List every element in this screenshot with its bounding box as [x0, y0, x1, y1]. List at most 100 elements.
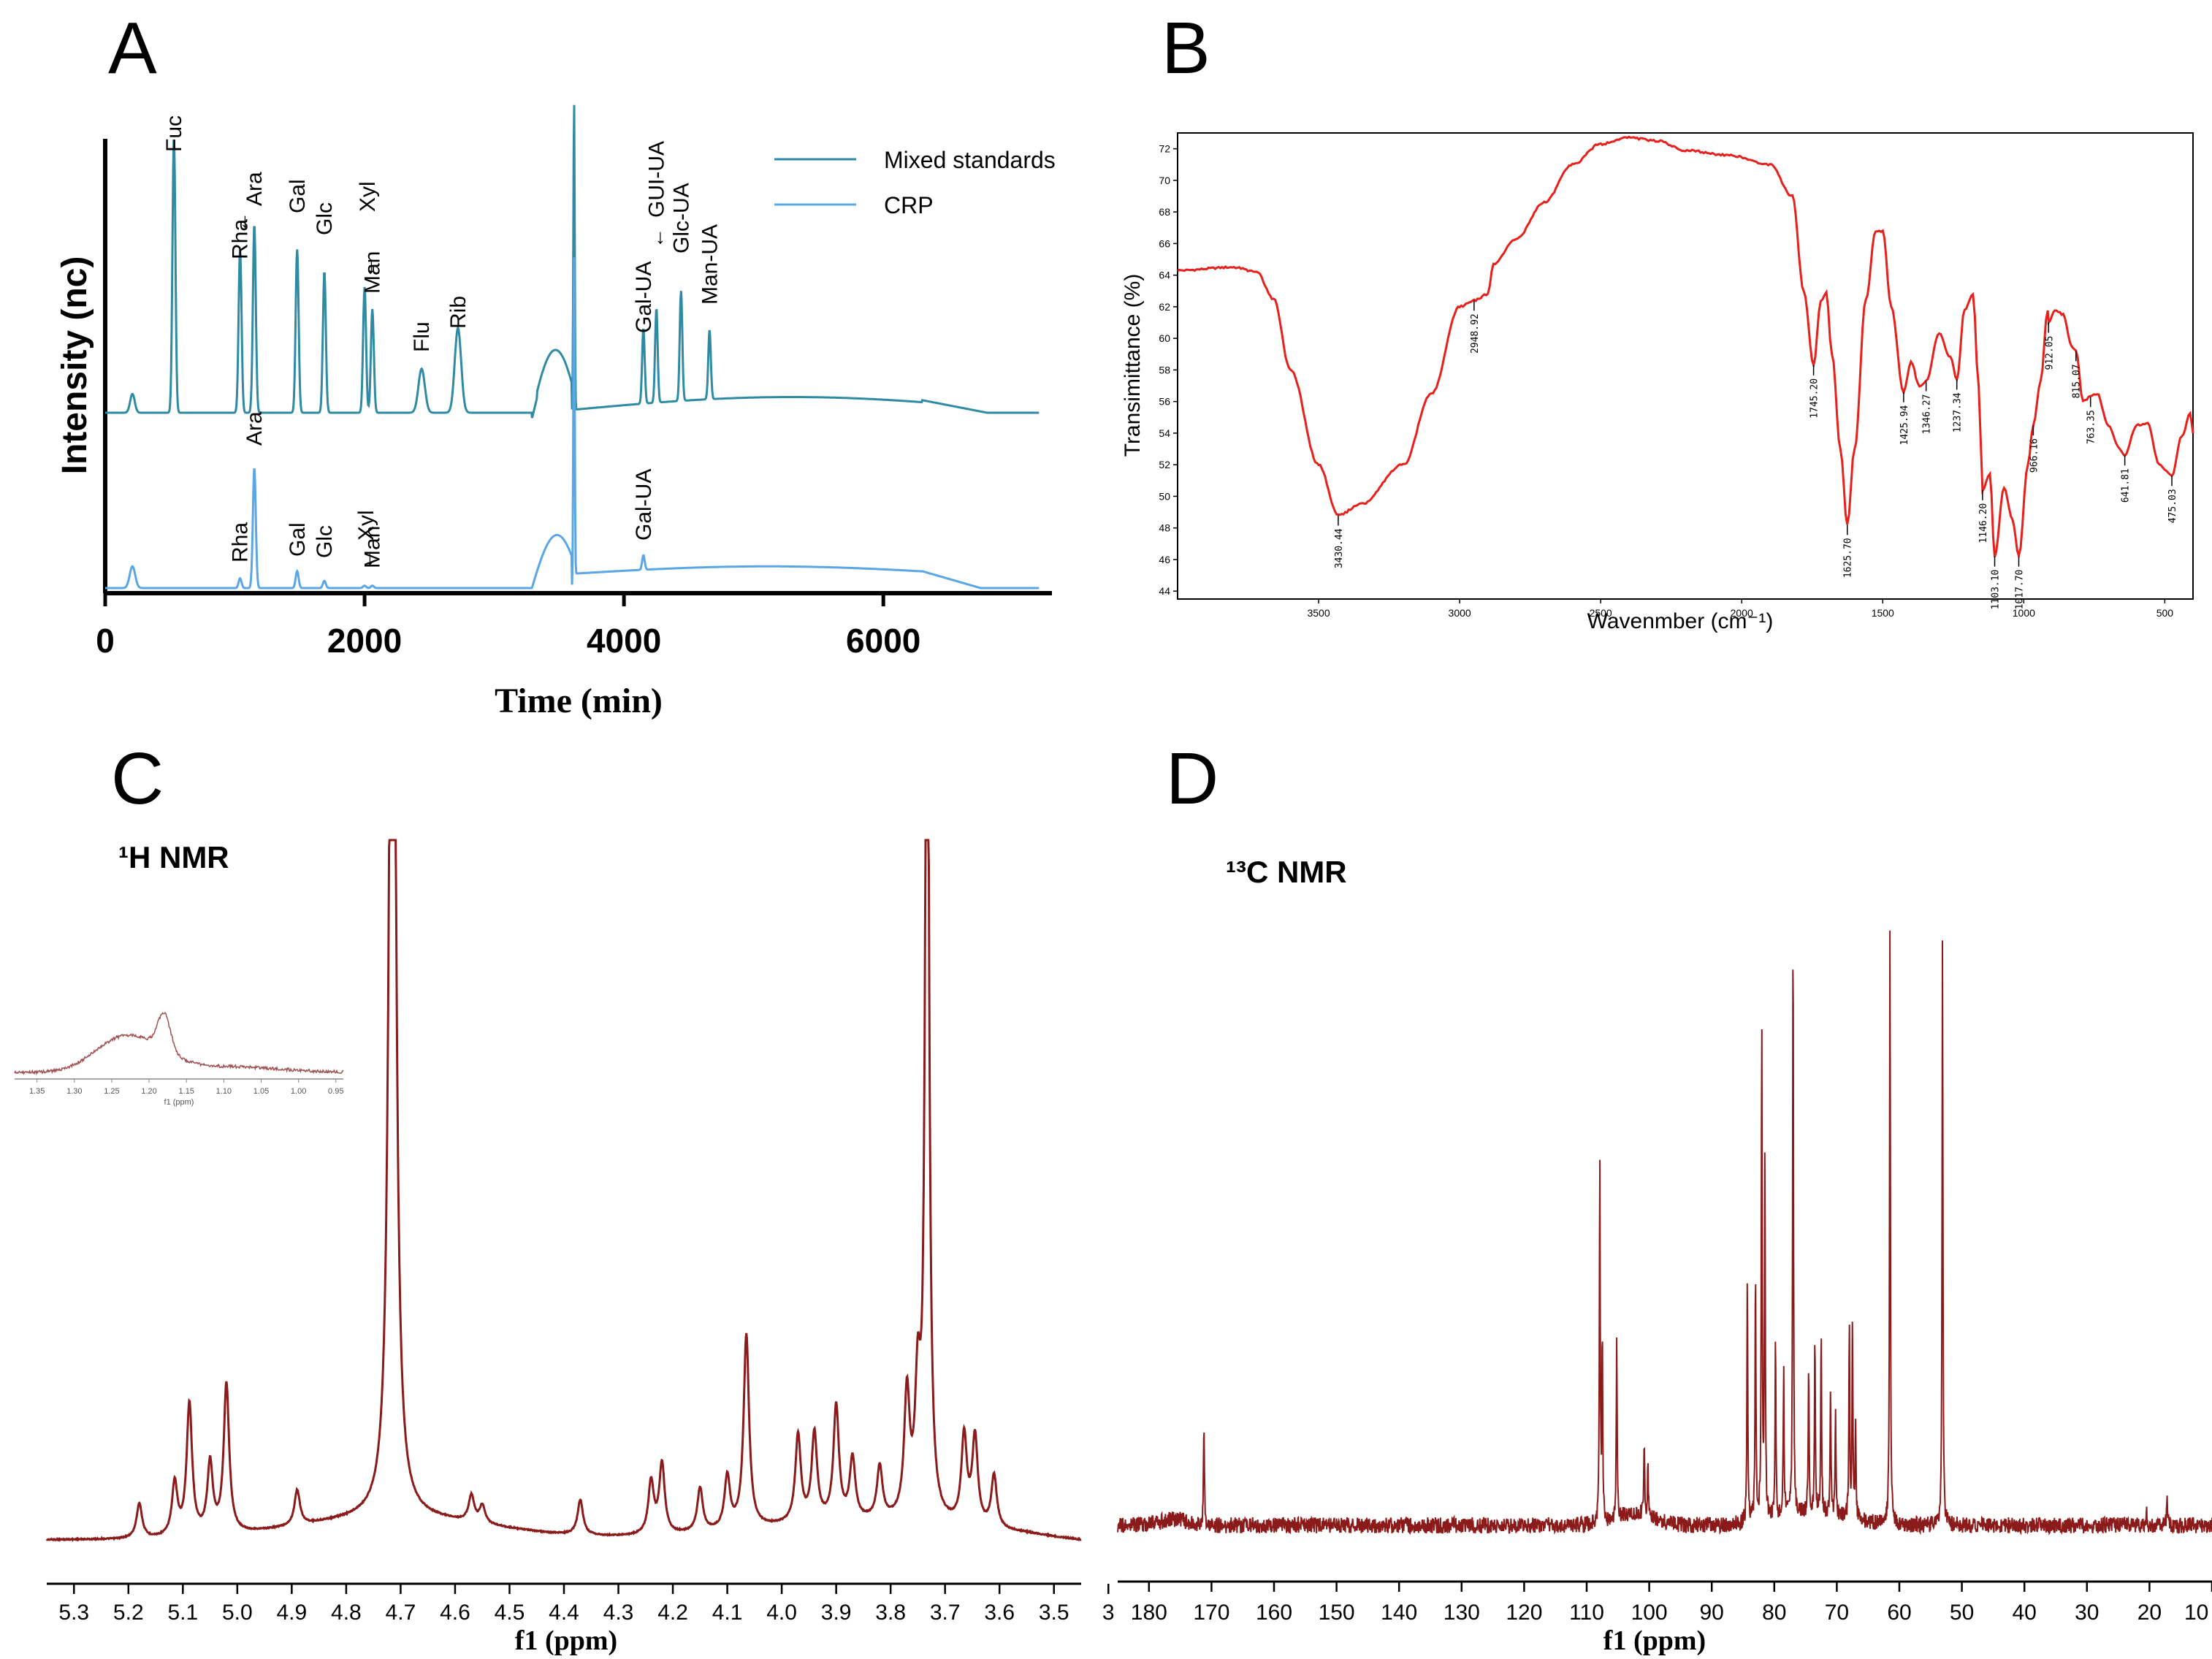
panel-c-x-tick-label-2: 5.1: [167, 1601, 198, 1625]
panel-b-x-tick-label-6: 500: [2156, 607, 2174, 619]
panel-d-13c-nmr: ¹³C NMR 180 170 160 150 140 130 120 110 100 90 80 7…: [1117, 855, 2212, 1656]
peak-label-1745-20: 1745.20: [1809, 378, 1820, 419]
panel-d-x-tick-label-15: 30: [2075, 1601, 2099, 1625]
inset-x-tick-label-3: 1.20: [141, 1087, 156, 1096]
panel-b-y-tick-label-14: 72: [1159, 143, 1170, 155]
peak-label-1237-34: 1237.34: [1953, 392, 1964, 432]
panel-b-y-tick-label-7: 58: [1159, 364, 1170, 375]
1h-nmr-spectrum-line: [45, 839, 1082, 1543]
panel-d-x-tick-label-9: 90: [1700, 1601, 1724, 1625]
panel-c-x-tick-label-6: 4.7: [386, 1601, 416, 1625]
inset-x-tick-label-8: 0.95: [328, 1087, 343, 1096]
panel-d-x-tick-label-14: 40: [2013, 1601, 2037, 1625]
panel-b-x-tick-label-0: 3500: [1307, 607, 1330, 619]
peak-label-2948-92: 2948.92: [1470, 313, 1481, 354]
panel-d-x-tick-label-5: 130: [1443, 1601, 1480, 1625]
panel-c-x-tick-label-12: 4.1: [712, 1601, 743, 1625]
std-peak-label-man-ua: Man-UA: [698, 224, 722, 305]
panel-c-x-tick-label-9: 4.4: [549, 1601, 579, 1625]
std-arrow-ara: ←: [230, 212, 253, 232]
peak-label-641-81: 641.81: [2121, 468, 2132, 503]
crp-peak-label-xyl: Xyl: [354, 510, 378, 541]
panel-c-inset: 1.35 1.30 1.25 1.20 1.15 1.10 1.05 1.00 0.95 f1 …: [14, 1012, 344, 1107]
panel-b-y-tick-label-5: 54: [1159, 427, 1170, 439]
panel-c-x-tick-label-1: 5.2: [113, 1601, 144, 1625]
panel-c-x-tick-label-4: 4.9: [277, 1601, 308, 1625]
panel-b-x-tick-label-1: 3000: [1449, 607, 1471, 619]
std-arrow-xyl: ←: [356, 257, 379, 278]
panel-d-x-tick-label-16: 20: [2137, 1601, 2162, 1625]
panel-d-x-tick-label-7: 110: [1569, 1601, 1604, 1625]
inset-x-label: f1 (ppm): [164, 1098, 194, 1107]
panel-b-y-tick-label-10: 64: [1159, 270, 1170, 281]
panel-b-x-tick-label-2: 2500: [1590, 607, 1612, 619]
panel-b-y-tick-label-6: 56: [1159, 396, 1170, 408]
std-arrow-gui-ua: ←: [646, 228, 668, 248]
inset-x-tick-label-6: 1.05: [253, 1087, 269, 1096]
panel-a-chromatogram: Intensity (nc) Time (min) 0 2000 4000 6000 …: [56, 104, 1056, 720]
panel-b-x-tick-label-4: 1500: [1872, 607, 1894, 619]
panel-b-x-tick-label-3: 2000: [1731, 607, 1753, 619]
peak-label-763-35: 763.35: [2086, 410, 2097, 444]
panel-c-x-tick-label-14: 3.9: [821, 1601, 852, 1625]
peak-label-966-16: 966.16: [2029, 438, 2040, 473]
panel-b-x-label: Wavenmber (cm⁻¹): [1587, 609, 1774, 633]
panel-a-x-tick-label-3: 6000: [846, 622, 920, 660]
crp-peak-label-glc: Glc: [313, 525, 337, 558]
panel-b-x-tick-label-5: 1000: [2013, 607, 2035, 619]
panel-c-x-tick-label-11: 4.2: [657, 1601, 688, 1625]
panel-c-x-tick-label-8: 4.5: [495, 1601, 525, 1625]
panel-d-x-tick-label-17: 10: [2184, 1601, 2208, 1625]
std-peak-label-gal: Gal: [286, 179, 310, 213]
panel-c-x-tick-label-17: 3.6: [984, 1601, 1015, 1625]
peak-label-1346-27: 1346.27: [1922, 394, 1933, 435]
series-line-mixed-standards: [105, 104, 1040, 419]
panel-c-1h-nmr: ¹H NMR 5.3 5.2 5.1 5.0 4.9 4.8 4.7 4.6 4.5 4.4 4.3…: [14, 839, 1115, 1656]
panel-b-y-tick-label-2: 48: [1159, 522, 1170, 534]
std-peak-label-gal-ua: Gal-UA: [632, 262, 656, 333]
panel-d-x-tick-label-10: 80: [1762, 1601, 1786, 1625]
panel-a-x-label: Time (min): [495, 682, 663, 720]
inset-x-tick-label-5: 1.10: [216, 1087, 232, 1096]
panel-c-x-tick-label-10: 4.3: [603, 1601, 634, 1625]
panel-c-x-tick-label-0: 5.3: [58, 1601, 89, 1625]
series-line-crp: [105, 257, 1040, 590]
panel-letter-a: A: [108, 7, 157, 89]
panel-d-x-tick-label-0: 180: [1131, 1601, 1167, 1625]
panel-b-frame: [1177, 132, 2194, 600]
panel-a-x-tick-label-0: 0: [96, 622, 115, 660]
panel-c-x-tick-label-15: 3.8: [875, 1601, 906, 1625]
peak-label-1625-70: 1625.70: [1843, 538, 1854, 578]
std-peak-label-man: Man: [361, 251, 385, 294]
panel-d-x-tick-label-13: 50: [1950, 1601, 1974, 1625]
panel-b-ftir: Transimittance (%) Wavenmber (cm⁻¹) 44 46…: [1121, 132, 2194, 633]
panel-c-x-tick-label-5: 4.8: [331, 1601, 362, 1625]
legend-entry-mixed-standards: Mixed standards: [884, 147, 1056, 173]
panel-b-y-tick-label-0: 44: [1159, 585, 1170, 597]
panel-d-x-label: f1 (ppm): [1603, 1625, 1706, 1656]
panel-letter-d: D: [1166, 738, 1218, 820]
inset-x-tick-label-4: 1.15: [179, 1087, 194, 1096]
panel-b-y-tick-label-8: 60: [1159, 332, 1170, 344]
peak-label-1017-70: 1017.70: [2014, 570, 2025, 610]
panel-c-x-tick-label-19: 3: [1102, 1601, 1115, 1625]
panel-letter-c: C: [111, 738, 164, 820]
peak-label-912-05: 912.05: [2044, 336, 2055, 370]
peak-label-3430-44: 3430.44: [1334, 528, 1345, 568]
panel-d-x-tick-label-11: 70: [1825, 1601, 1849, 1625]
legend-entry-crp: CRP: [884, 192, 934, 218]
panel-a-y-label: Intensity (nc): [56, 256, 94, 475]
panel-c-title: ¹H NMR: [118, 840, 229, 874]
std-peak-label-flu: Flu: [410, 321, 434, 352]
panel-b-y-tick-label-1: 46: [1159, 554, 1170, 565]
ftir-spectrum-line: [1177, 135, 2194, 560]
std-peak-label-gui-ua: GUI-UA: [645, 141, 669, 218]
std-peak-label-glc-ua: Glc-UA: [669, 183, 693, 253]
inset-spectrum-line: [14, 1012, 344, 1076]
panel-d-x-tick-label-8: 100: [1631, 1601, 1668, 1625]
panel-c-x-tick-label-13: 4.0: [766, 1601, 797, 1625]
peak-label-1146-20: 1146.20: [1978, 503, 1989, 544]
crp-arrow-xyl: ←: [355, 549, 378, 570]
panel-c-x-tick-label-16: 3.7: [930, 1601, 961, 1625]
std-peak-label-rha: Rha: [229, 219, 253, 259]
